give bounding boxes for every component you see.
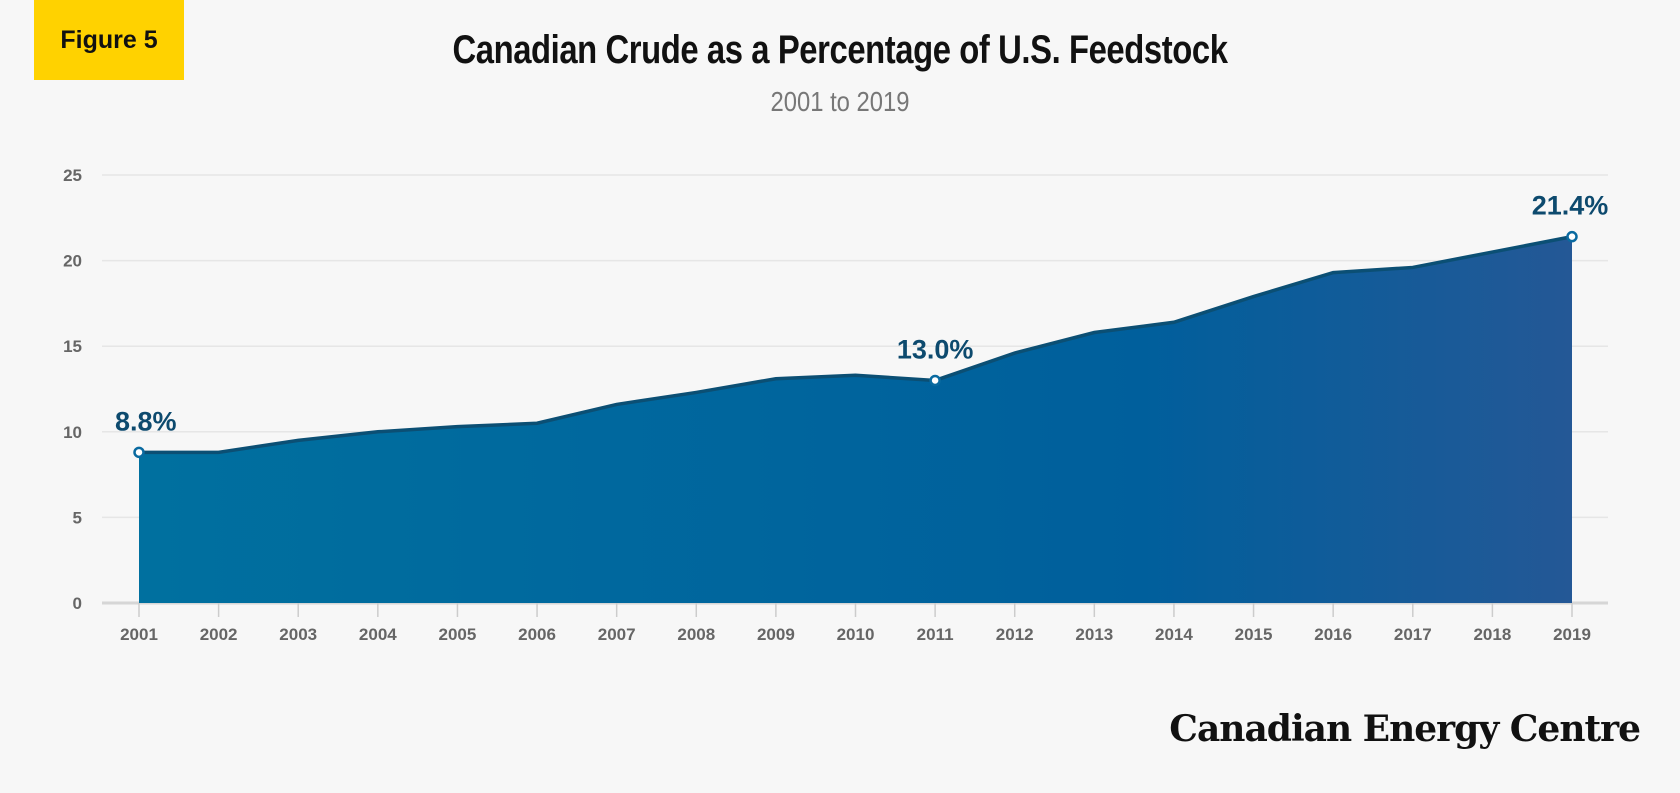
x-tick-label: 2019 <box>1553 625 1591 644</box>
chart-title: Canadian Crude as a Percentage of U.S. F… <box>452 28 1228 72</box>
x-tick-label: 2002 <box>200 625 238 644</box>
x-tick-label: 2003 <box>279 625 317 644</box>
y-tick-label: 10 <box>63 423 82 442</box>
data-label: 8.8% <box>115 406 177 436</box>
x-tick-label: 2009 <box>757 625 795 644</box>
y-tick-label: 25 <box>63 166 82 185</box>
x-tick-label: 2015 <box>1235 625 1273 644</box>
x-tick-label: 2001 <box>120 625 158 644</box>
x-tick-label: 2004 <box>359 625 397 644</box>
x-tick-label: 2012 <box>996 625 1034 644</box>
x-tick-label: 2006 <box>518 625 556 644</box>
x-tick-label: 2017 <box>1394 625 1432 644</box>
y-tick-label: 0 <box>73 594 82 613</box>
x-tick-label: 2014 <box>1155 625 1193 644</box>
area-fill <box>139 236 1572 603</box>
data-point-marker <box>1566 230 1578 243</box>
logo: Canadian Energy Centre <box>1169 708 1641 750</box>
x-tick-label: 2018 <box>1473 625 1511 644</box>
x-tick-label: 2007 <box>598 625 636 644</box>
series-line <box>139 234 1573 455</box>
chart-subtitle: 2001 to 2019 <box>770 86 910 117</box>
x-tick-label: 2010 <box>837 625 875 644</box>
x-tick-label: 2008 <box>677 625 715 644</box>
data-point-marker <box>929 374 941 387</box>
x-tick-label: 2016 <box>1314 625 1352 644</box>
y-tick-label: 20 <box>63 252 82 271</box>
x-tick-label: 2005 <box>439 625 477 644</box>
y-tick-label: 5 <box>73 508 82 527</box>
figure-badge: Figure 5 <box>34 0 184 80</box>
x-tick-label: 2011 <box>917 625 954 644</box>
data-label: 13.0% <box>897 334 974 364</box>
data-label: 21.4% <box>1532 191 1609 221</box>
x-tick-label: 2013 <box>1075 625 1113 644</box>
y-tick-label: 15 <box>63 337 82 356</box>
data-point-marker <box>133 446 145 459</box>
